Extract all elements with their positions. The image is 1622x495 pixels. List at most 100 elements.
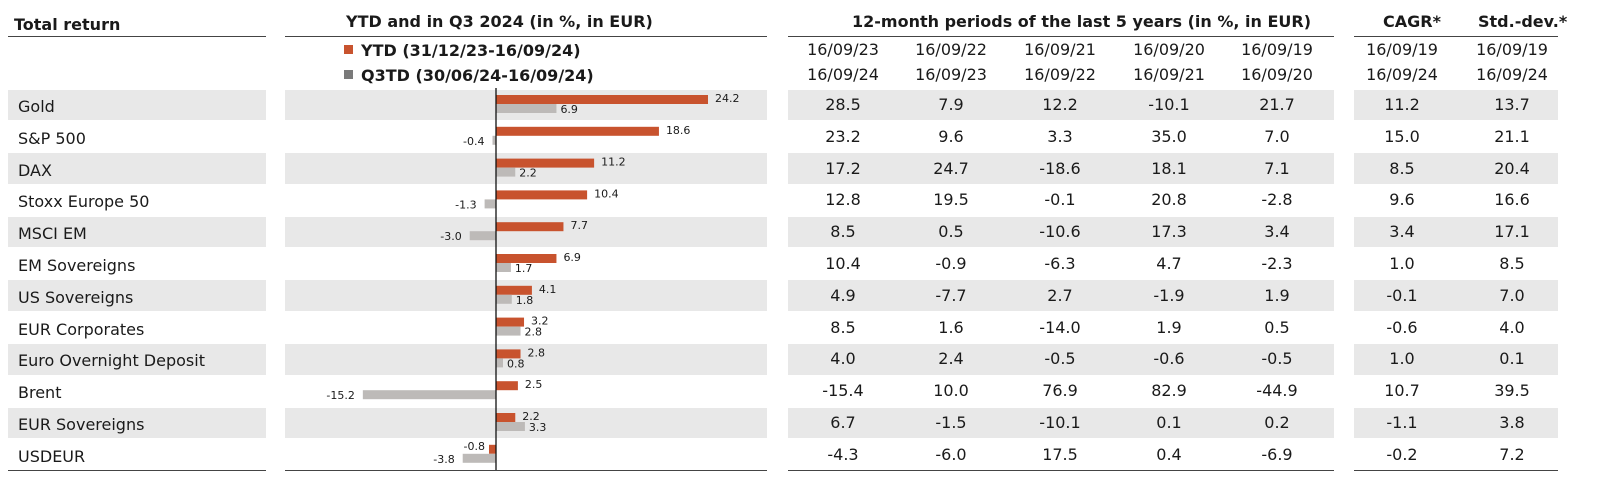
period-return-cell: 28.5 [825, 95, 861, 114]
cagr-cell: 10.7 [1384, 381, 1420, 401]
row-shade [1354, 89, 1558, 121]
ytd-value-label: 6.9 [563, 251, 581, 264]
q3td-value-label: 1.8 [516, 294, 534, 307]
q3td-value-label: 6.9 [560, 103, 578, 116]
q3td-value-label: 2.2 [519, 167, 537, 180]
ytd-bar [496, 222, 564, 232]
period-return-cell: 6.7 [830, 413, 856, 432]
stddev-header: Std.-dev.* [1478, 12, 1568, 31]
q3td-bar [462, 453, 496, 463]
q3td-value-label: 0.8 [507, 357, 525, 370]
row-shade [1354, 343, 1558, 375]
period-return-cell: -1.5 [935, 413, 967, 432]
ytd-q3-header: YTD and in Q3 2024 (in %, in EUR) [346, 12, 653, 31]
ytd-value-label: 3.2 [531, 315, 549, 328]
row-shade [1354, 280, 1558, 312]
row-shade [8, 216, 266, 248]
ytd-value-label: 24.2 [715, 92, 740, 105]
ytd-bar [496, 158, 595, 168]
period-end-date: 16/09/21 [1133, 65, 1205, 84]
cagr-cell: 3.4 [1389, 222, 1415, 242]
period-return-cell: 10.0 [933, 381, 969, 401]
period-return-cell: 2.4 [938, 349, 964, 369]
period-return-cell: 82.9 [1151, 381, 1187, 401]
q3td-bar [496, 167, 516, 177]
legend-q3td-label: Q3TD (30/06/24-16/09/24) [361, 66, 594, 85]
stddev-cell: 7.2 [1499, 444, 1525, 464]
ytd-bar [496, 190, 588, 200]
ytd-bar [496, 254, 557, 263]
period-return-cell: -0.6 [1153, 349, 1185, 369]
q3td-value-label: -0.4 [463, 135, 484, 148]
stddev-cell: 8.5 [1499, 254, 1525, 273]
q3td-bar [469, 231, 496, 241]
q3td-value-label: 3.3 [529, 421, 547, 434]
period-return-cell: -0.5 [1261, 349, 1293, 369]
period-return-cell: 0.2 [1264, 413, 1290, 432]
row-label: Euro Overnight Deposit [18, 351, 205, 371]
q3td-bar [496, 263, 511, 272]
ytd-value-label: 7.7 [570, 219, 588, 232]
period-return-cell: -2.3 [1261, 254, 1293, 273]
period-return-cell: 7.1 [1264, 158, 1290, 178]
q3td-bar [496, 358, 504, 368]
cagr-cell: 8.5 [1389, 158, 1415, 178]
cagr-cell: -1.1 [1386, 413, 1418, 432]
cagr-cell: -0.2 [1386, 444, 1418, 464]
period-return-cell: 17.5 [1042, 444, 1078, 464]
ytd-value-label: 10.4 [594, 187, 619, 200]
row-shade [1354, 407, 1558, 439]
q3td-bar [492, 135, 496, 145]
row-label: EM Sovereigns [18, 256, 136, 275]
q3td-bar [496, 422, 525, 431]
period-return-cell: 35.0 [1151, 126, 1187, 146]
ytd-bar [496, 95, 708, 104]
row-shade [788, 153, 1334, 184]
cagr-cell: -0.1 [1386, 285, 1418, 305]
period-return-cell: -6.0 [935, 444, 967, 464]
periods-header: 12-month periods of the last 5 years (in… [852, 12, 1311, 31]
period-return-cell: 17.3 [1151, 222, 1187, 242]
period-return-cell: -15.4 [822, 381, 864, 401]
period-return-cell: -6.9 [1261, 444, 1293, 464]
row-label: Brent [18, 383, 62, 403]
row-label: S&P 500 [18, 128, 86, 148]
period-return-cell: 4.7 [1156, 254, 1182, 273]
period-start-date: 16/09/19 [1241, 40, 1313, 59]
ytd-swatch-icon [344, 45, 353, 54]
period-end-date: 16/09/20 [1241, 65, 1313, 84]
ytd-bar [496, 349, 521, 359]
ytd-value-label: -0.8 [464, 440, 485, 453]
period-return-cell: -10.1 [1039, 413, 1081, 432]
row-shade [8, 280, 266, 312]
row-label: MSCI EM [18, 224, 87, 244]
ytd-bar [496, 285, 532, 295]
row-shade [788, 343, 1334, 375]
period-return-cell: 1.9 [1156, 317, 1182, 337]
cagr-start-date: 16/09/19 [1366, 40, 1438, 59]
period-end-date: 16/09/24 [807, 65, 879, 84]
ytd-value-label: 18.6 [666, 124, 691, 137]
q3td-swatch-icon [344, 70, 353, 79]
q3td-value-label: -3.8 [433, 453, 454, 466]
period-return-cell: -4.3 [827, 444, 859, 464]
row-label: USDEUR [18, 446, 86, 466]
q3td-bar [496, 326, 521, 336]
cagr-cell: -0.6 [1386, 317, 1418, 337]
q3td-bar [496, 294, 512, 304]
period-return-cell: 12.2 [1042, 95, 1078, 114]
row-label: Gold [18, 97, 55, 116]
stddev-cell: 13.7 [1494, 95, 1530, 114]
period-return-cell: 23.2 [825, 126, 861, 146]
period-return-cell: -18.6 [1039, 158, 1081, 178]
period-return-cell: -10.1 [1148, 95, 1190, 114]
period-return-cell: 7.0 [1264, 126, 1290, 146]
row-shade [285, 216, 767, 248]
total-return-header: Total return [14, 15, 121, 34]
period-return-cell: -0.9 [935, 254, 967, 273]
stddev-end-date: 16/09/24 [1476, 65, 1548, 84]
q3td-value-label: 2.8 [525, 326, 543, 339]
period-start-date: 16/09/20 [1133, 40, 1205, 59]
ytd-bar [488, 444, 496, 454]
period-return-cell: 0.1 [1156, 413, 1182, 432]
